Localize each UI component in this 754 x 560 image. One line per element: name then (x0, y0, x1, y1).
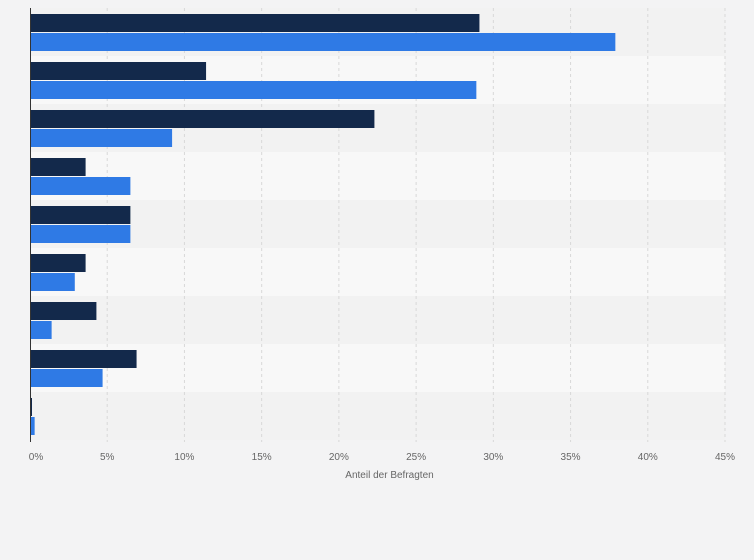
bar-series-1-row-1[interactable] (30, 14, 480, 32)
bar-series-1-row-5[interactable] (30, 206, 131, 224)
bar-series-2-row-3[interactable] (30, 129, 173, 147)
row-band (30, 152, 725, 200)
row-band (30, 200, 725, 248)
x-tick-label: 15% (252, 452, 272, 463)
row-band (30, 392, 725, 440)
row-band (30, 296, 725, 344)
bar-series-2-row-8[interactable] (30, 369, 103, 387)
x-tick-label: 45% (715, 452, 735, 463)
x-tick-label: 40% (638, 452, 658, 463)
row-band (30, 248, 725, 296)
bar-series-1-row-7[interactable] (30, 302, 97, 320)
x-tick-label: 0% (29, 452, 44, 463)
x-tick-label: 30% (483, 452, 503, 463)
bar-series-2-row-5[interactable] (30, 225, 131, 243)
bar-series-2-row-9[interactable] (30, 417, 35, 435)
bar-series-1-row-8[interactable] (30, 350, 137, 368)
bar-series-2-row-2[interactable] (30, 81, 477, 99)
bars (30, 14, 616, 435)
grid-lines (106, 8, 726, 442)
bar-series-1-row-2[interactable] (30, 62, 207, 80)
bar-series-1-row-3[interactable] (30, 110, 375, 128)
row-bands (30, 8, 725, 440)
x-tick-label: 35% (561, 452, 581, 463)
bar-series-2-row-1[interactable] (30, 33, 616, 51)
bar-series-1-row-6[interactable] (30, 254, 86, 272)
bar-series-2-row-7[interactable] (30, 321, 52, 339)
x-tick-label: 10% (174, 452, 194, 463)
bar-series-1-row-4[interactable] (30, 158, 86, 176)
x-axis-title: Anteil der Befragten (345, 470, 433, 481)
x-tick-label: 20% (329, 452, 349, 463)
row-band (30, 344, 725, 392)
bar-series-2-row-4[interactable] (30, 177, 131, 195)
bar-series-2-row-6[interactable] (30, 273, 75, 291)
x-tick-label: 5% (100, 452, 115, 463)
x-tick-label: 25% (406, 452, 426, 463)
x-tick-labels: 0% 5% 10% 15% 20% 25% 30% 35% 40% 45% (29, 452, 735, 463)
